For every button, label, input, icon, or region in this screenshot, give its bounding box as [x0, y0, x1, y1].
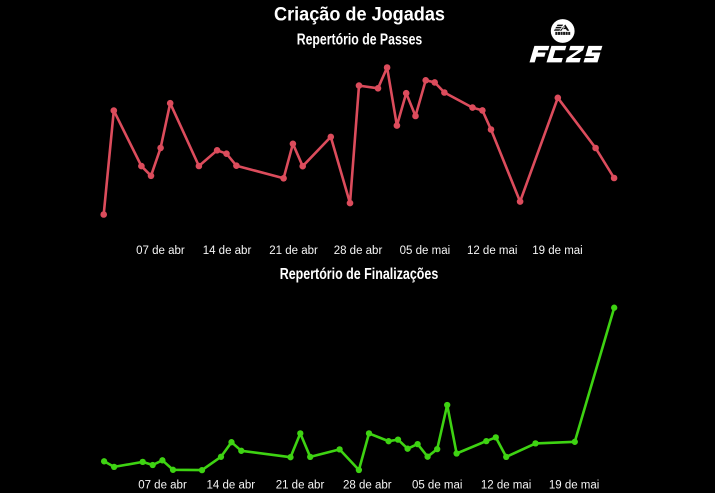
svg-text:14 de abr: 14 de abr	[203, 245, 252, 257]
svg-text:07 de abr: 07 de abr	[138, 480, 187, 492]
svg-text:07 de abr: 07 de abr	[136, 245, 185, 257]
svg-text:Repertório de Passes: Repertório de Passes	[297, 32, 423, 49]
svg-text:Criação de Jogadas: Criação de Jogadas	[274, 4, 445, 26]
svg-text:Repertório de Finalizações: Repertório de Finalizações	[280, 266, 439, 283]
svg-text:05 de mai: 05 de mai	[412, 480, 463, 492]
svg-text:19 de mai: 19 de mai	[532, 245, 583, 257]
svg-text:12 de mai: 12 de mai	[481, 480, 532, 492]
svg-text:28 de abr: 28 de abr	[334, 245, 383, 257]
svg-text:05 de mai: 05 de mai	[400, 245, 451, 257]
svg-text:21 de abr: 21 de abr	[269, 245, 318, 257]
svg-text:14 de abr: 14 de abr	[206, 480, 255, 492]
svg-text:19 de mai: 19 de mai	[549, 480, 600, 492]
svg-text:21 de abr: 21 de abr	[276, 480, 325, 492]
svg-text:28 de abr: 28 de abr	[343, 480, 392, 492]
svg-text:12 de mai: 12 de mai	[467, 245, 518, 257]
